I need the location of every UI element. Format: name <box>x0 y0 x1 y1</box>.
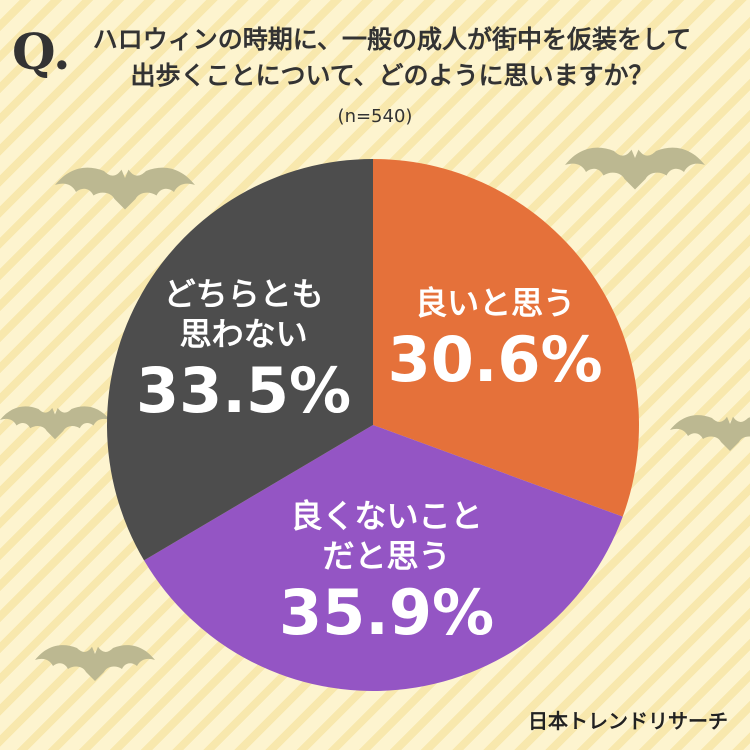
subtitle: (n=540) <box>337 106 413 127</box>
value-label: 30.6% <box>387 322 603 396</box>
bat <box>0 406 110 440</box>
chart-title: ハロウィンの時期に、一般の成人が街中を仮装をして 出歩くことについて、どのように… <box>92 25 692 91</box>
slice-label: 良いと思う 30.6% <box>388 283 603 397</box>
bat <box>35 645 155 681</box>
question-mark: Q. <box>12 22 71 81</box>
category-label: 良くないこと だと思う <box>290 497 483 576</box>
pie <box>107 159 639 691</box>
pie-slice <box>144 425 623 691</box>
bat <box>670 415 750 451</box>
category-label: 良いと思う <box>415 283 576 322</box>
value-label: 35.9% <box>279 576 495 650</box>
slice-label: 良くないこと だと思う 35.9% <box>279 496 494 650</box>
bat <box>55 167 195 210</box>
category-label: どちらとも 思わない <box>163 274 324 353</box>
pie-slice <box>373 159 639 517</box>
source: 日本トレンドリサーチ <box>528 709 728 733</box>
value-label: 33.5% <box>136 353 352 427</box>
slice-label: どちらとも 思わない 33.5% <box>136 274 351 428</box>
pie-slice <box>107 159 374 561</box>
bat <box>565 147 705 190</box>
